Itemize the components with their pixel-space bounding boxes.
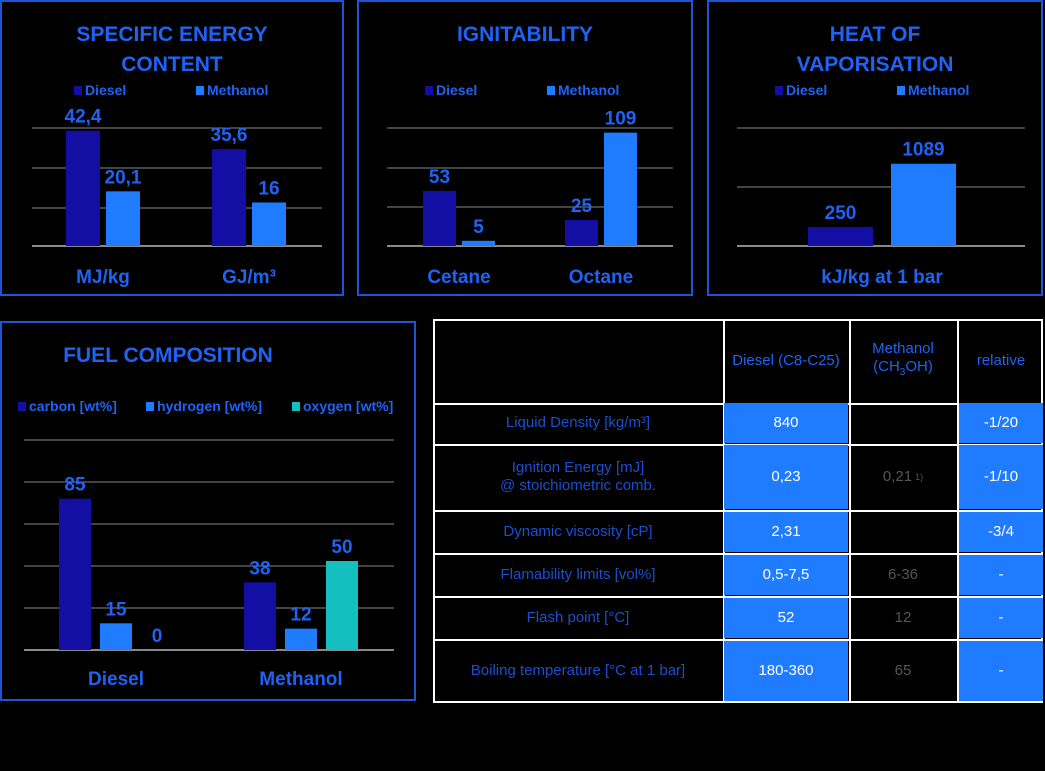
chart-energy: Diesel Methanol 42,4 20,1 MJ/kg 35,6 16 GJ/m³ (32, 82, 322, 288)
legend-swatch (425, 86, 433, 95)
data-label: 109 (605, 109, 637, 130)
chart-title-vaporisation: HEAT OF VAPORISATION (796, 23, 954, 76)
row-diesel-ignition: 0,23 (724, 445, 848, 509)
data-label: 250 (825, 203, 857, 224)
x-tick-label: Cetane (427, 267, 490, 288)
row-methanol-flammability: 6-36 (887, 566, 919, 583)
row-label-density: Liquid Density [kg/m³] (505, 414, 651, 431)
row-label-ignition: Ignition Energy [mJ] @ stoichiometric co… (499, 459, 657, 494)
legend-label: Methanol (558, 82, 619, 98)
row-relative-density: -1/20 (959, 403, 1043, 443)
header-relative: relative (976, 352, 1026, 369)
x-tick-label: GJ/m³ (222, 267, 276, 288)
data-label: 25 (571, 196, 593, 217)
bar (59, 498, 91, 650)
row-methanol-ignition: 0,21 1) (882, 468, 924, 485)
bar (423, 190, 456, 246)
row-relative-viscosity: -3/4 (959, 512, 1043, 552)
row-methanol-flashpoint: 12 (894, 609, 912, 626)
row-relative-ignition: -1/10 (959, 445, 1043, 509)
legend-label: Methanol (207, 82, 268, 98)
legend-swatch (897, 86, 905, 95)
data-label: 20,1 (105, 167, 142, 188)
legend-swatch (196, 86, 204, 95)
legend-swatch (146, 402, 154, 411)
x-tick-label: Methanol (259, 669, 342, 690)
bar (252, 202, 286, 246)
data-label: 5 (473, 217, 484, 238)
bar (100, 623, 132, 650)
data-label: 53 (429, 167, 450, 188)
bar (891, 163, 956, 246)
header-diesel: Diesel (C8-C25) (732, 352, 840, 369)
x-tick-label: MJ/kg (76, 267, 130, 288)
data-label: 42,4 (65, 107, 102, 128)
row-relative-flammability: - (959, 555, 1043, 595)
legend-swatch (775, 86, 783, 95)
chart-panel-energy: SPECIFIC ENERGY CONTENT Diesel Methanol 42… (0, 0, 344, 296)
chart-panel-ignitability: IGNITABILITY Diesel Methanol 53 5 Cetane 25 10… (357, 0, 693, 296)
row-relative-boiling: - (959, 641, 1043, 701)
row-relative-flashpoint: - (959, 598, 1043, 638)
data-label: 85 (64, 475, 86, 496)
legend-swatch (74, 86, 82, 95)
legend-label: oxygen [wt%] (303, 398, 393, 414)
row-diesel-viscosity: 2,31 (724, 512, 848, 552)
row-label-flashpoint: Flash point [°C] (526, 609, 630, 626)
bar (604, 132, 637, 246)
x-tick-label: Octane (569, 267, 633, 288)
bar (66, 130, 100, 246)
legend-swatch (18, 402, 26, 411)
chart-composition: carbon [wt%] hydrogen [wt%] oxygen [wt%] 85… (18, 398, 394, 690)
data-label: 35,6 (211, 125, 248, 146)
row-diesel-flammability: 0,5-7,5 (724, 555, 848, 595)
legend-label: carbon [wt%] (29, 398, 117, 414)
data-label: 15 (105, 599, 127, 620)
data-label: 1089 (902, 140, 944, 161)
data-label: 0 (152, 626, 163, 647)
bar (285, 628, 317, 650)
chart-vaporisation: Diesel Methanol 250 1089 kJ/kg at 1 bar (737, 82, 1025, 288)
header-methanol: Methanol (CH3OH) (872, 340, 934, 378)
row-diesel-flashpoint: 52 (724, 598, 848, 638)
data-label: 50 (331, 537, 352, 558)
data-label: 16 (258, 178, 279, 199)
x-tick-label: Diesel (88, 669, 144, 690)
chart-title-ignitability: IGNITABILITY (456, 23, 594, 46)
legend-label: Diesel (786, 82, 827, 98)
chart-panel-vaporisation: HEAT OF VAPORISATION Diesel Methanol 250 10… (707, 0, 1043, 296)
legend-swatch (292, 402, 300, 411)
bar (106, 191, 140, 246)
bar (326, 561, 358, 650)
chart-title-energy: SPECIFIC ENERGY CONTENT (76, 23, 268, 76)
bar (565, 220, 598, 246)
legend-label: Diesel (85, 82, 126, 98)
row-methanol-boiling: 65 (894, 662, 912, 679)
row-methanol-density (850, 403, 956, 443)
row-label-boiling: Boiling temperature [°C at 1 bar] (470, 662, 686, 679)
chart-panel-composition: FUEL COMPOSITION carbon [wt%] hydrogen [w… (0, 321, 416, 701)
chart-title-composition: FUEL COMPOSITION (63, 344, 273, 367)
row-label-viscosity: Dynamic viscosity [cP] (503, 523, 653, 540)
legend-label: Diesel (436, 82, 477, 98)
x-tick-label: kJ/kg at 1 bar (821, 267, 943, 288)
legend-swatch (547, 86, 555, 95)
properties-table: Diesel (C8-C25) Methanol (CH3OH) relativ… (433, 319, 1043, 703)
data-label: 12 (290, 605, 311, 626)
legend-label: Methanol (908, 82, 969, 98)
bar (212, 149, 246, 246)
bar (244, 582, 276, 650)
row-diesel-boiling: 180-360 (724, 641, 848, 701)
bar (462, 240, 495, 246)
row-methanol-viscosity (850, 512, 956, 552)
bar (808, 227, 873, 246)
chart-ignitability: Diesel Methanol 53 5 Cetane 25 109 Octane (387, 82, 673, 288)
legend-label: hydrogen [wt%] (157, 398, 262, 414)
row-diesel-density: 840 (724, 403, 848, 443)
row-label-flammability: Flamability limits [vol%] (500, 566, 656, 583)
data-label: 38 (249, 558, 270, 579)
